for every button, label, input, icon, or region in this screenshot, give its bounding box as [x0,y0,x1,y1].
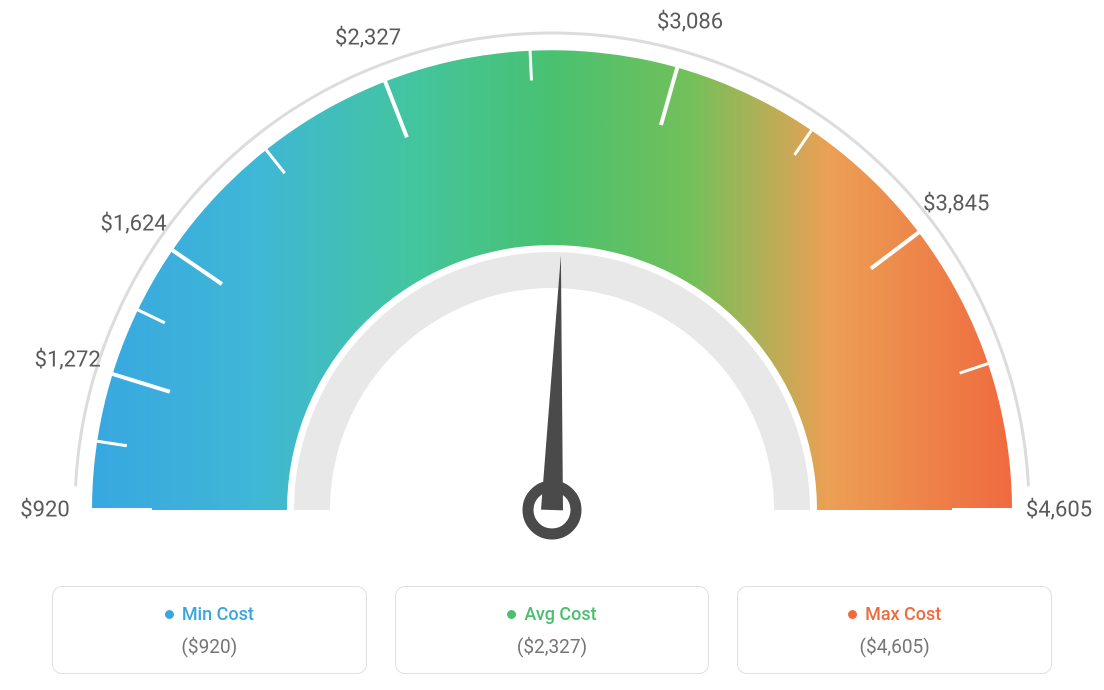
gauge-tick-label: $2,327 [335,25,401,50]
gauge-tick-label: $1,624 [101,211,167,236]
legend-row: Min Cost ($920) Avg Cost ($2,327) Max Co… [52,586,1052,674]
gauge-svg [0,0,1104,560]
legend-value-max: ($4,605) [748,635,1041,658]
avg-dot-icon [507,610,516,619]
gauge-tick-label: $4,605 [1026,498,1092,523]
legend-label-max: Max Cost [865,604,941,625]
gauge-tick-label: $1,272 [35,348,101,373]
legend-label-avg: Avg Cost [524,604,596,625]
gauge-tick-label: $3,086 [657,10,723,35]
max-dot-icon [848,610,857,619]
legend-value-avg: ($2,327) [406,635,699,658]
gauge-tick-label: $920 [20,498,69,523]
legend-label-min: Min Cost [182,604,254,625]
legend-card-avg: Avg Cost ($2,327) [395,586,710,674]
legend-value-min: ($920) [63,635,356,658]
legend-card-max: Max Cost ($4,605) [737,586,1052,674]
legend-title-min: Min Cost [63,604,356,625]
gauge-tick-label: $3,845 [923,192,989,217]
legend-card-min: Min Cost ($920) [52,586,367,674]
gauge-chart: $920 $1,272 $1,624 $2,327 $3,086 $3,845 $4,605 [0,0,1104,560]
min-dot-icon [165,610,174,619]
legend-title-avg: Avg Cost [406,604,699,625]
legend-title-max: Max Cost [748,604,1041,625]
